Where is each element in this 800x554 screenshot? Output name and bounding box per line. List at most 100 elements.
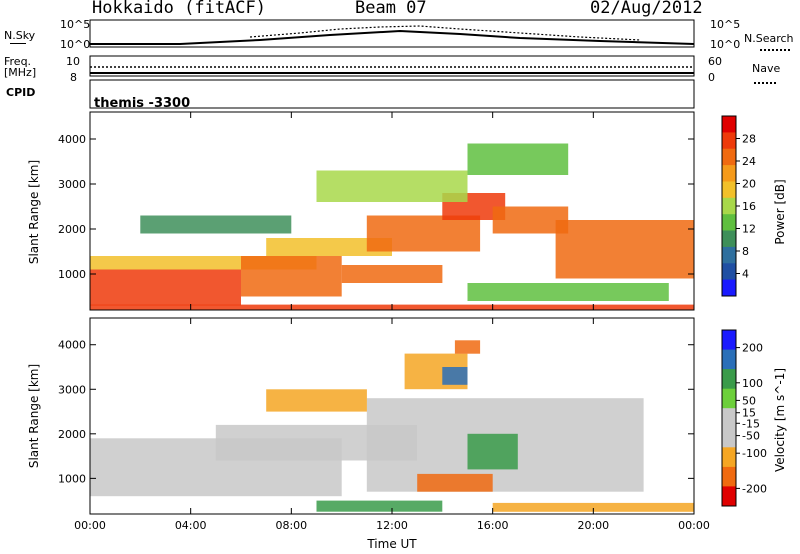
date-label: 02/Aug/2012 <box>590 0 703 18</box>
station-title: Hokkaido (fitACF) <box>92 0 266 18</box>
velocity-band <box>454 340 481 354</box>
nsky-ytick-top: 10^5 <box>60 18 91 31</box>
velocity-colorbar-label: Velocity [m s^-1] <box>773 368 787 472</box>
colorbar-swatch <box>722 279 736 297</box>
nsearch-label: N.Search <box>744 32 794 45</box>
power-band <box>467 283 669 301</box>
power-colorbar-label: Power [dB] <box>773 179 787 244</box>
colorbar-swatch <box>722 369 736 390</box>
freq-ytick-bottom: 8 <box>70 71 77 84</box>
power-xticks <box>89 112 695 310</box>
colorbar-tick-label: 16 <box>742 200 756 213</box>
x-tick-label: 08:00 <box>275 519 307 532</box>
power-band <box>366 215 481 252</box>
velocity-band <box>442 367 468 385</box>
colorbar-tick-label: -50 <box>742 430 760 443</box>
colorbar-swatch <box>722 181 736 199</box>
colorbar-swatch <box>722 132 736 150</box>
colorbar-tick-label: 12 <box>742 223 756 236</box>
power-ylabel: Slant Range [km] <box>27 160 41 264</box>
colorbar-swatch <box>722 165 736 182</box>
y-tick-label: 1000 <box>58 268 86 281</box>
beam-label: Beam 07 <box>355 0 427 18</box>
power-band <box>266 238 392 256</box>
velocity-band <box>316 500 443 512</box>
nsky-legend-line <box>10 43 26 44</box>
y-tick-label: 1000 <box>58 472 86 485</box>
power-band <box>140 215 292 234</box>
time-axis-label: Time UT <box>366 537 417 551</box>
colorbar-swatch <box>722 214 736 232</box>
colorbar-swatch <box>722 466 736 487</box>
y-tick-label: 4000 <box>58 339 86 352</box>
freq-panel-frame <box>89 55 695 77</box>
freq-unit: [MHz] <box>4 66 37 79</box>
colorbar-swatch <box>722 148 736 166</box>
nsky-line <box>90 29 695 45</box>
colorbar-tick-label: 20 <box>742 178 756 191</box>
nsearch-legend-line <box>760 49 790 51</box>
freq-ytick-top: 10 <box>66 55 80 68</box>
velocity-band <box>266 389 367 412</box>
colorbar-tick-label: 100 <box>742 377 763 390</box>
cpid-label: CPID <box>6 86 36 99</box>
colorbar-tick-label: -100 <box>742 447 767 460</box>
colorbar-swatch <box>722 427 736 448</box>
nave-right-tick-top: 60 <box>708 55 722 68</box>
colorbar-swatch <box>722 330 736 351</box>
x-tick-label: 04:00 <box>175 519 207 532</box>
colorbar-tick-label: 24 <box>742 155 756 168</box>
x-tick-label: 16:00 <box>477 519 509 532</box>
colorbar-swatch <box>722 388 736 409</box>
x-tick-label: 12:00 <box>376 519 408 532</box>
colorbar-tick-label: 28 <box>742 133 756 146</box>
x-tick-label: 00:00 <box>678 519 710 532</box>
power-band <box>241 256 342 297</box>
power-band <box>467 143 569 175</box>
nsky-right-tick-top: 10^5 <box>710 18 741 31</box>
x-tick-label: 00:00 <box>74 519 106 532</box>
colorbar-swatch <box>722 447 736 468</box>
colorbar-tick-label: 200 <box>742 342 763 355</box>
colorbar-swatch <box>722 263 736 281</box>
nave-right-tick-bottom: 0 <box>708 71 715 84</box>
velocity-ylabel: Slant Range [km] <box>27 364 41 468</box>
nsky-panel-frame <box>89 19 695 48</box>
colorbar-swatch <box>722 230 736 248</box>
colorbar-swatch <box>722 116 736 133</box>
nsky-label: N.Sky <box>4 29 36 42</box>
power-panel: 1000 2000 3000 4000 <box>58 111 695 311</box>
nsky-right-tick-bottom: 10^0 <box>710 38 741 51</box>
nsky-ytick-bottom: 10^0 <box>60 38 91 51</box>
colorbar-tick-label: 50 <box>742 394 756 407</box>
colorbar-swatch <box>722 246 736 264</box>
cpid-value: themis -3300 <box>94 96 191 111</box>
power-band <box>341 265 443 283</box>
nave-label: Nave <box>752 62 781 75</box>
velocity-panel: 1000 2000 3000 4000 00:00 04:00 08:00 12:00 16:… <box>58 317 710 532</box>
power-band <box>316 170 468 202</box>
colorbar-swatch <box>722 408 736 429</box>
velocity-yticks: 1000 2000 3000 4000 <box>58 339 694 485</box>
power-colorbar: 4 8 12 16 20 24 28 <box>721 115 756 297</box>
power-band <box>90 269 241 306</box>
velocity-band <box>467 433 518 470</box>
cpid-panel-frame <box>89 79 695 109</box>
velocity-xticks: 00:00 04:00 08:00 12:00 16:00 20:00 00:00 <box>74 318 710 532</box>
y-tick-label: 4000 <box>58 133 86 146</box>
colorbar-swatch <box>722 197 736 215</box>
colorbar-tick-label: -15 <box>742 417 760 430</box>
x-tick-label: 20:00 <box>577 519 609 532</box>
velocity-marks <box>90 340 694 512</box>
freq-label: Freq. <box>4 55 32 68</box>
y-tick-label: 2000 <box>58 428 86 441</box>
colorbar-swatch <box>722 486 736 507</box>
colorbar-frame <box>721 329 737 507</box>
y-tick-label: 3000 <box>58 383 86 396</box>
colorbar-tick-label: -200 <box>742 482 767 495</box>
colorbar-tick-label: 15 <box>742 407 756 420</box>
colorbar-tick-label: 8 <box>742 245 749 258</box>
nave-legend-line <box>754 82 776 84</box>
